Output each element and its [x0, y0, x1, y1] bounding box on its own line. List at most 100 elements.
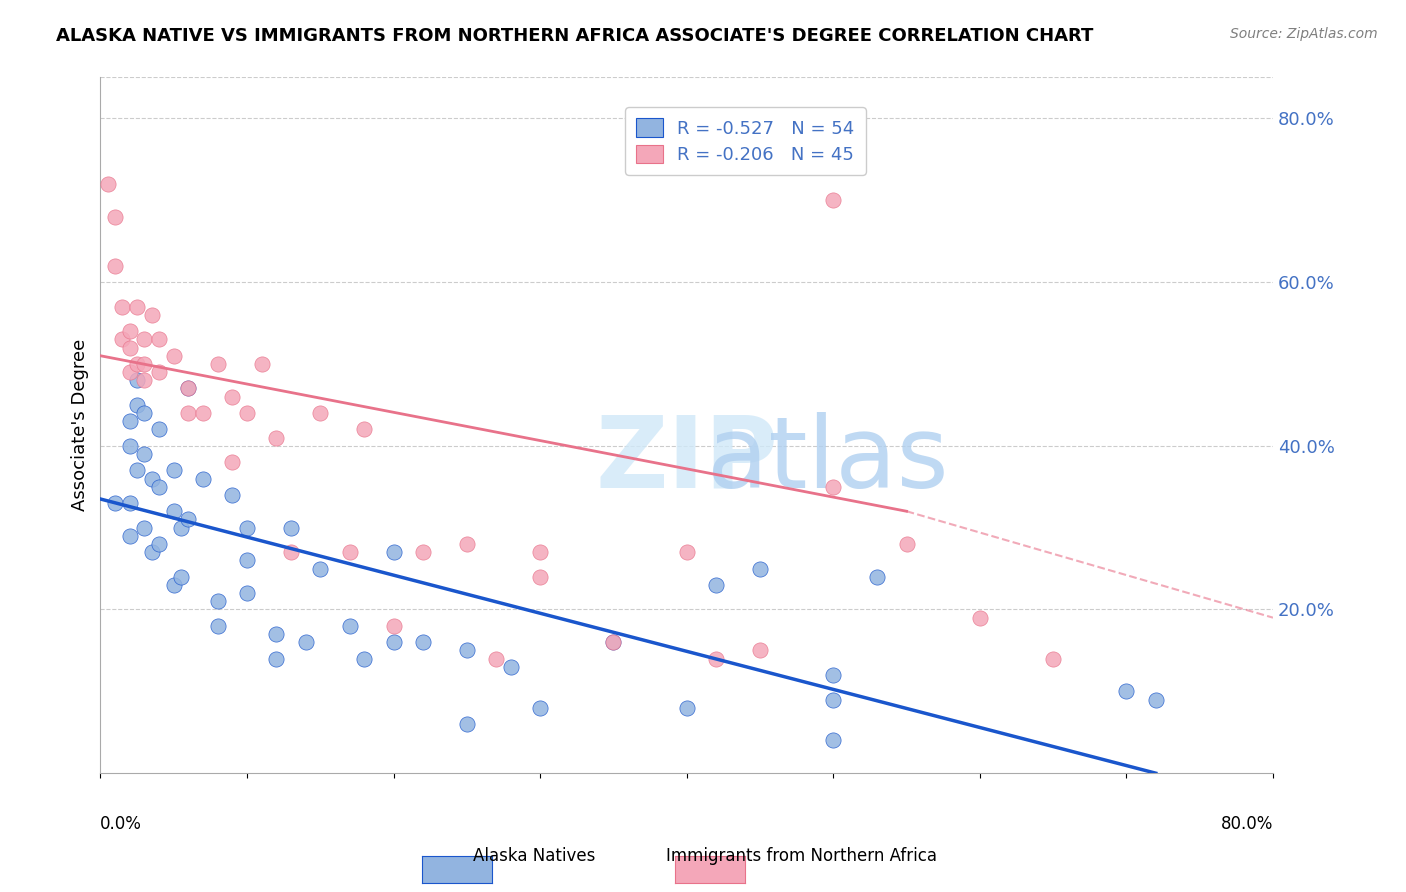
Point: [704, 651, 727, 665]
Point: [412, 635, 434, 649]
Point: [309, 561, 332, 575]
Point: [675, 700, 697, 714]
Text: ZIP: ZIP: [595, 411, 778, 508]
Point: [148, 480, 170, 494]
Point: [134, 447, 156, 461]
Point: [866, 570, 889, 584]
Point: [118, 529, 141, 543]
Point: [207, 357, 229, 371]
Point: [1042, 651, 1064, 665]
Point: [118, 341, 141, 355]
Text: 80.0%: 80.0%: [1220, 815, 1272, 833]
Point: [382, 619, 405, 633]
Point: [236, 586, 259, 600]
Point: [236, 553, 259, 567]
Point: [456, 537, 478, 551]
Point: [749, 643, 772, 657]
Point: [97, 177, 120, 191]
Point: [191, 471, 214, 485]
Point: [749, 561, 772, 575]
Point: [675, 545, 697, 559]
Point: [529, 570, 551, 584]
Point: [177, 406, 200, 420]
Point: [118, 496, 141, 510]
Point: [353, 651, 375, 665]
Point: [339, 545, 361, 559]
Point: [104, 496, 127, 510]
Point: [529, 700, 551, 714]
Point: [1144, 692, 1167, 706]
Point: [280, 545, 302, 559]
Point: [125, 373, 148, 387]
Point: [163, 463, 186, 477]
Point: [221, 488, 243, 502]
Point: [485, 651, 508, 665]
Point: [170, 521, 193, 535]
Point: [134, 373, 156, 387]
Point: [134, 357, 156, 371]
Text: ALASKA NATIVE VS IMMIGRANTS FROM NORTHERN AFRICA ASSOCIATE'S DEGREE CORRELATION : ALASKA NATIVE VS IMMIGRANTS FROM NORTHER…: [56, 27, 1094, 45]
Text: Source: ZipAtlas.com: Source: ZipAtlas.com: [1230, 27, 1378, 41]
Point: [896, 537, 918, 551]
Point: [823, 733, 845, 747]
Point: [111, 300, 134, 314]
Point: [177, 382, 200, 396]
Point: [704, 578, 727, 592]
Point: [104, 210, 127, 224]
Point: [125, 463, 148, 477]
Point: [148, 422, 170, 436]
Point: [163, 578, 186, 592]
Point: [118, 439, 141, 453]
Point: [118, 365, 141, 379]
Point: [456, 717, 478, 731]
Point: [969, 610, 991, 624]
Point: [141, 308, 163, 322]
Point: [118, 414, 141, 428]
Point: [1115, 684, 1137, 698]
Point: [823, 193, 845, 207]
Point: [602, 635, 624, 649]
Point: [191, 406, 214, 420]
Point: [823, 480, 845, 494]
Point: [499, 660, 522, 674]
Point: [264, 431, 287, 445]
Point: [529, 545, 551, 559]
Text: Immigrants from Northern Africa: Immigrants from Northern Africa: [666, 847, 936, 865]
Point: [134, 406, 156, 420]
Point: [823, 668, 845, 682]
Text: atlas: atlas: [707, 411, 948, 508]
Y-axis label: Associate's Degree: Associate's Degree: [72, 339, 89, 511]
Point: [236, 406, 259, 420]
Point: [177, 512, 200, 526]
Point: [280, 521, 302, 535]
Point: [602, 635, 624, 649]
Point: [104, 259, 127, 273]
Point: [148, 365, 170, 379]
Point: [141, 545, 163, 559]
Point: [177, 382, 200, 396]
Legend: R = -0.527   N = 54, R = -0.206   N = 45: R = -0.527 N = 54, R = -0.206 N = 45: [626, 107, 866, 175]
Point: [141, 471, 163, 485]
Point: [148, 537, 170, 551]
Point: [125, 300, 148, 314]
Point: [264, 627, 287, 641]
Point: [382, 635, 405, 649]
Point: [823, 692, 845, 706]
Point: [125, 357, 148, 371]
Point: [134, 521, 156, 535]
Point: [207, 594, 229, 608]
Point: [221, 390, 243, 404]
Point: [148, 332, 170, 346]
Point: [163, 504, 186, 518]
Point: [170, 570, 193, 584]
Point: [456, 643, 478, 657]
Text: 0.0%: 0.0%: [100, 815, 142, 833]
Point: [207, 619, 229, 633]
Point: [111, 332, 134, 346]
Point: [309, 406, 332, 420]
Point: [134, 332, 156, 346]
Text: Alaska Natives: Alaska Natives: [472, 847, 596, 865]
Point: [382, 545, 405, 559]
Point: [118, 324, 141, 338]
Point: [163, 349, 186, 363]
